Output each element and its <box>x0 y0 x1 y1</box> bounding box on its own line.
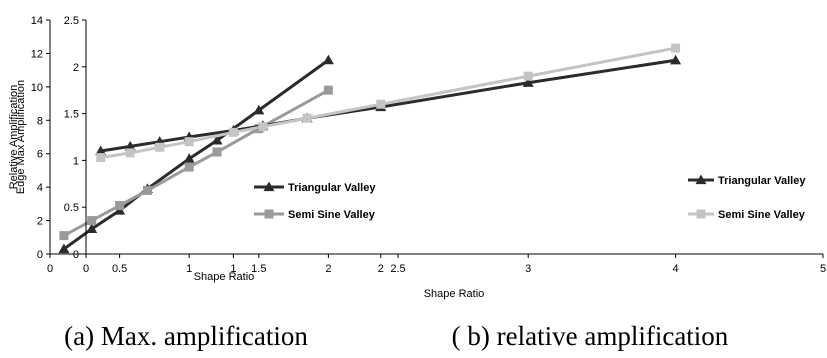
y-tick-label: 0 <box>73 249 79 261</box>
legend-label: Semi Sine Valley <box>288 209 376 221</box>
data-point <box>124 140 136 151</box>
data-point <box>671 43 681 53</box>
x-tick-label: 1.5 <box>251 263 266 275</box>
data-point <box>115 201 125 211</box>
data-point <box>184 137 194 147</box>
data-point <box>523 71 533 81</box>
data-point <box>155 142 165 152</box>
y-tick-label: 4 <box>37 182 43 194</box>
legend-entry: Semi Sine Valley <box>254 209 376 221</box>
legend-label: Triangular Valley <box>718 175 806 187</box>
data-point <box>212 147 222 157</box>
x-tick-label: 1 <box>230 263 236 275</box>
data-point <box>95 145 107 156</box>
x-tick-label: 0 <box>83 263 89 275</box>
x-tick-label: 2 <box>325 263 331 275</box>
data-point <box>58 243 70 254</box>
y-tick-label: 12 <box>31 48 43 60</box>
x-tick-label: 0 <box>47 263 53 275</box>
series-semi-sine-valley <box>96 43 681 163</box>
data-point <box>228 127 238 137</box>
x-axis-label: Shape Ratio <box>194 271 255 283</box>
series-line <box>63 58 330 251</box>
legend-marker <box>695 174 707 185</box>
series-line <box>63 88 330 237</box>
y-tick-label: 2.5 <box>64 15 79 27</box>
legend-entry: Triangular Valley <box>254 181 376 194</box>
legend-marker <box>264 209 274 219</box>
x-tick-label: 2 <box>378 263 384 275</box>
caption-a: (a) Max. amplification <box>64 321 308 351</box>
data-point <box>86 223 98 234</box>
y-tick-label: 2 <box>37 216 43 228</box>
x-tick-label: 5 <box>820 263 826 275</box>
data-point <box>322 54 334 65</box>
data-point <box>125 148 135 158</box>
y-tick-label: 8 <box>37 115 43 127</box>
data-point <box>323 85 333 95</box>
data-point <box>253 104 265 115</box>
y-tick-label: 0 <box>37 249 43 261</box>
x-tick-label: 2.5 <box>390 263 405 275</box>
data-point <box>142 185 152 195</box>
y-tick-label: 10 <box>31 82 43 94</box>
y-tick-label: 0.5 <box>64 202 79 214</box>
series-triangular-valley <box>95 54 682 156</box>
data-point <box>183 153 195 163</box>
legend-entry: Semi Sine Valley <box>688 209 806 221</box>
legend-label: Triangular Valley <box>288 182 376 194</box>
data-point <box>670 54 682 65</box>
data-point <box>59 231 69 241</box>
data-point <box>258 122 268 132</box>
data-point <box>184 162 194 172</box>
x-tick-label: 4 <box>673 263 679 275</box>
y-tick-label: 1.5 <box>64 109 79 121</box>
y-tick-label: 2 <box>73 62 79 74</box>
caption-b: ( b) relative amplification <box>452 321 729 351</box>
y-tick-label: 6 <box>37 149 43 161</box>
legend-entry: Triangular Valley <box>688 174 806 187</box>
data-point <box>302 113 312 123</box>
y-tick-label: 1 <box>73 155 79 167</box>
x-tick-label: 3 <box>525 263 531 275</box>
data-point <box>522 77 534 87</box>
series-line <box>100 46 676 160</box>
x-tick-label: 0.5 <box>112 263 127 275</box>
legend-label: Semi Sine Valley <box>718 209 806 221</box>
x-tick-label: 1 <box>186 263 192 275</box>
data-point <box>96 153 106 163</box>
legend-marker <box>696 209 706 219</box>
y-axis-label: Edge Max Amplification <box>15 80 27 194</box>
data-point <box>87 216 97 226</box>
y-tick-label: 14 <box>31 15 43 27</box>
y-axis-label: Relative Amplification <box>8 85 20 190</box>
series-triangular-valley <box>58 54 334 254</box>
data-point <box>376 99 386 109</box>
data-point <box>211 134 223 145</box>
x-axis-label: Shape Ratio <box>424 288 485 300</box>
legend-marker <box>263 181 275 192</box>
